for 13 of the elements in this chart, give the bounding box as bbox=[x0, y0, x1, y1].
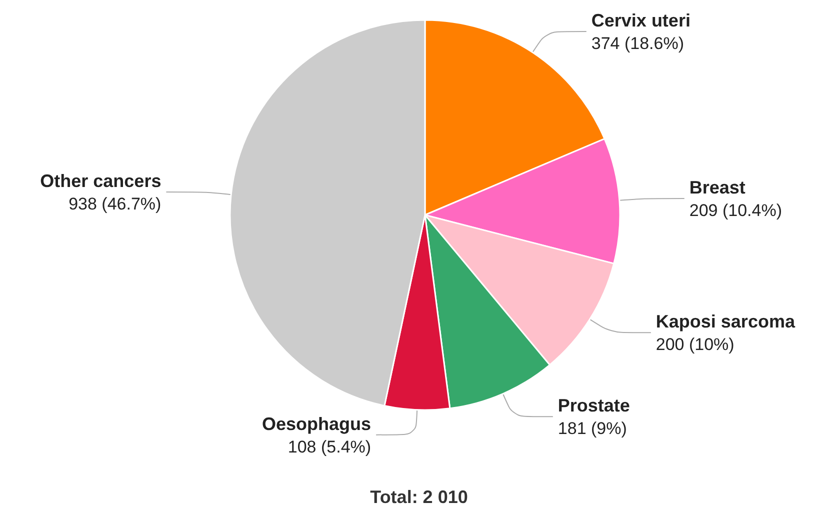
data-label: 938 (46.7%) bbox=[68, 194, 162, 214]
slice-label: Prostate bbox=[558, 396, 630, 416]
text: Total: 2 010 bbox=[370, 487, 468, 507]
data-label: 181 (9%) bbox=[558, 419, 627, 438]
slice-label: Cervix uteri bbox=[591, 10, 690, 31]
slice-label: Breast bbox=[689, 178, 746, 198]
data-label: 209 (10.4%) bbox=[689, 201, 782, 220]
slice-label: Other cancers bbox=[40, 171, 162, 192]
data-label: 108 (5.4%) bbox=[288, 437, 372, 456]
data-label: 374 (18.6%) bbox=[591, 34, 684, 54]
data-label: 200 (10%) bbox=[656, 335, 734, 354]
slice-label: Kaposi sarcoma bbox=[656, 312, 796, 332]
slice-label: Oesophagus bbox=[262, 414, 372, 434]
